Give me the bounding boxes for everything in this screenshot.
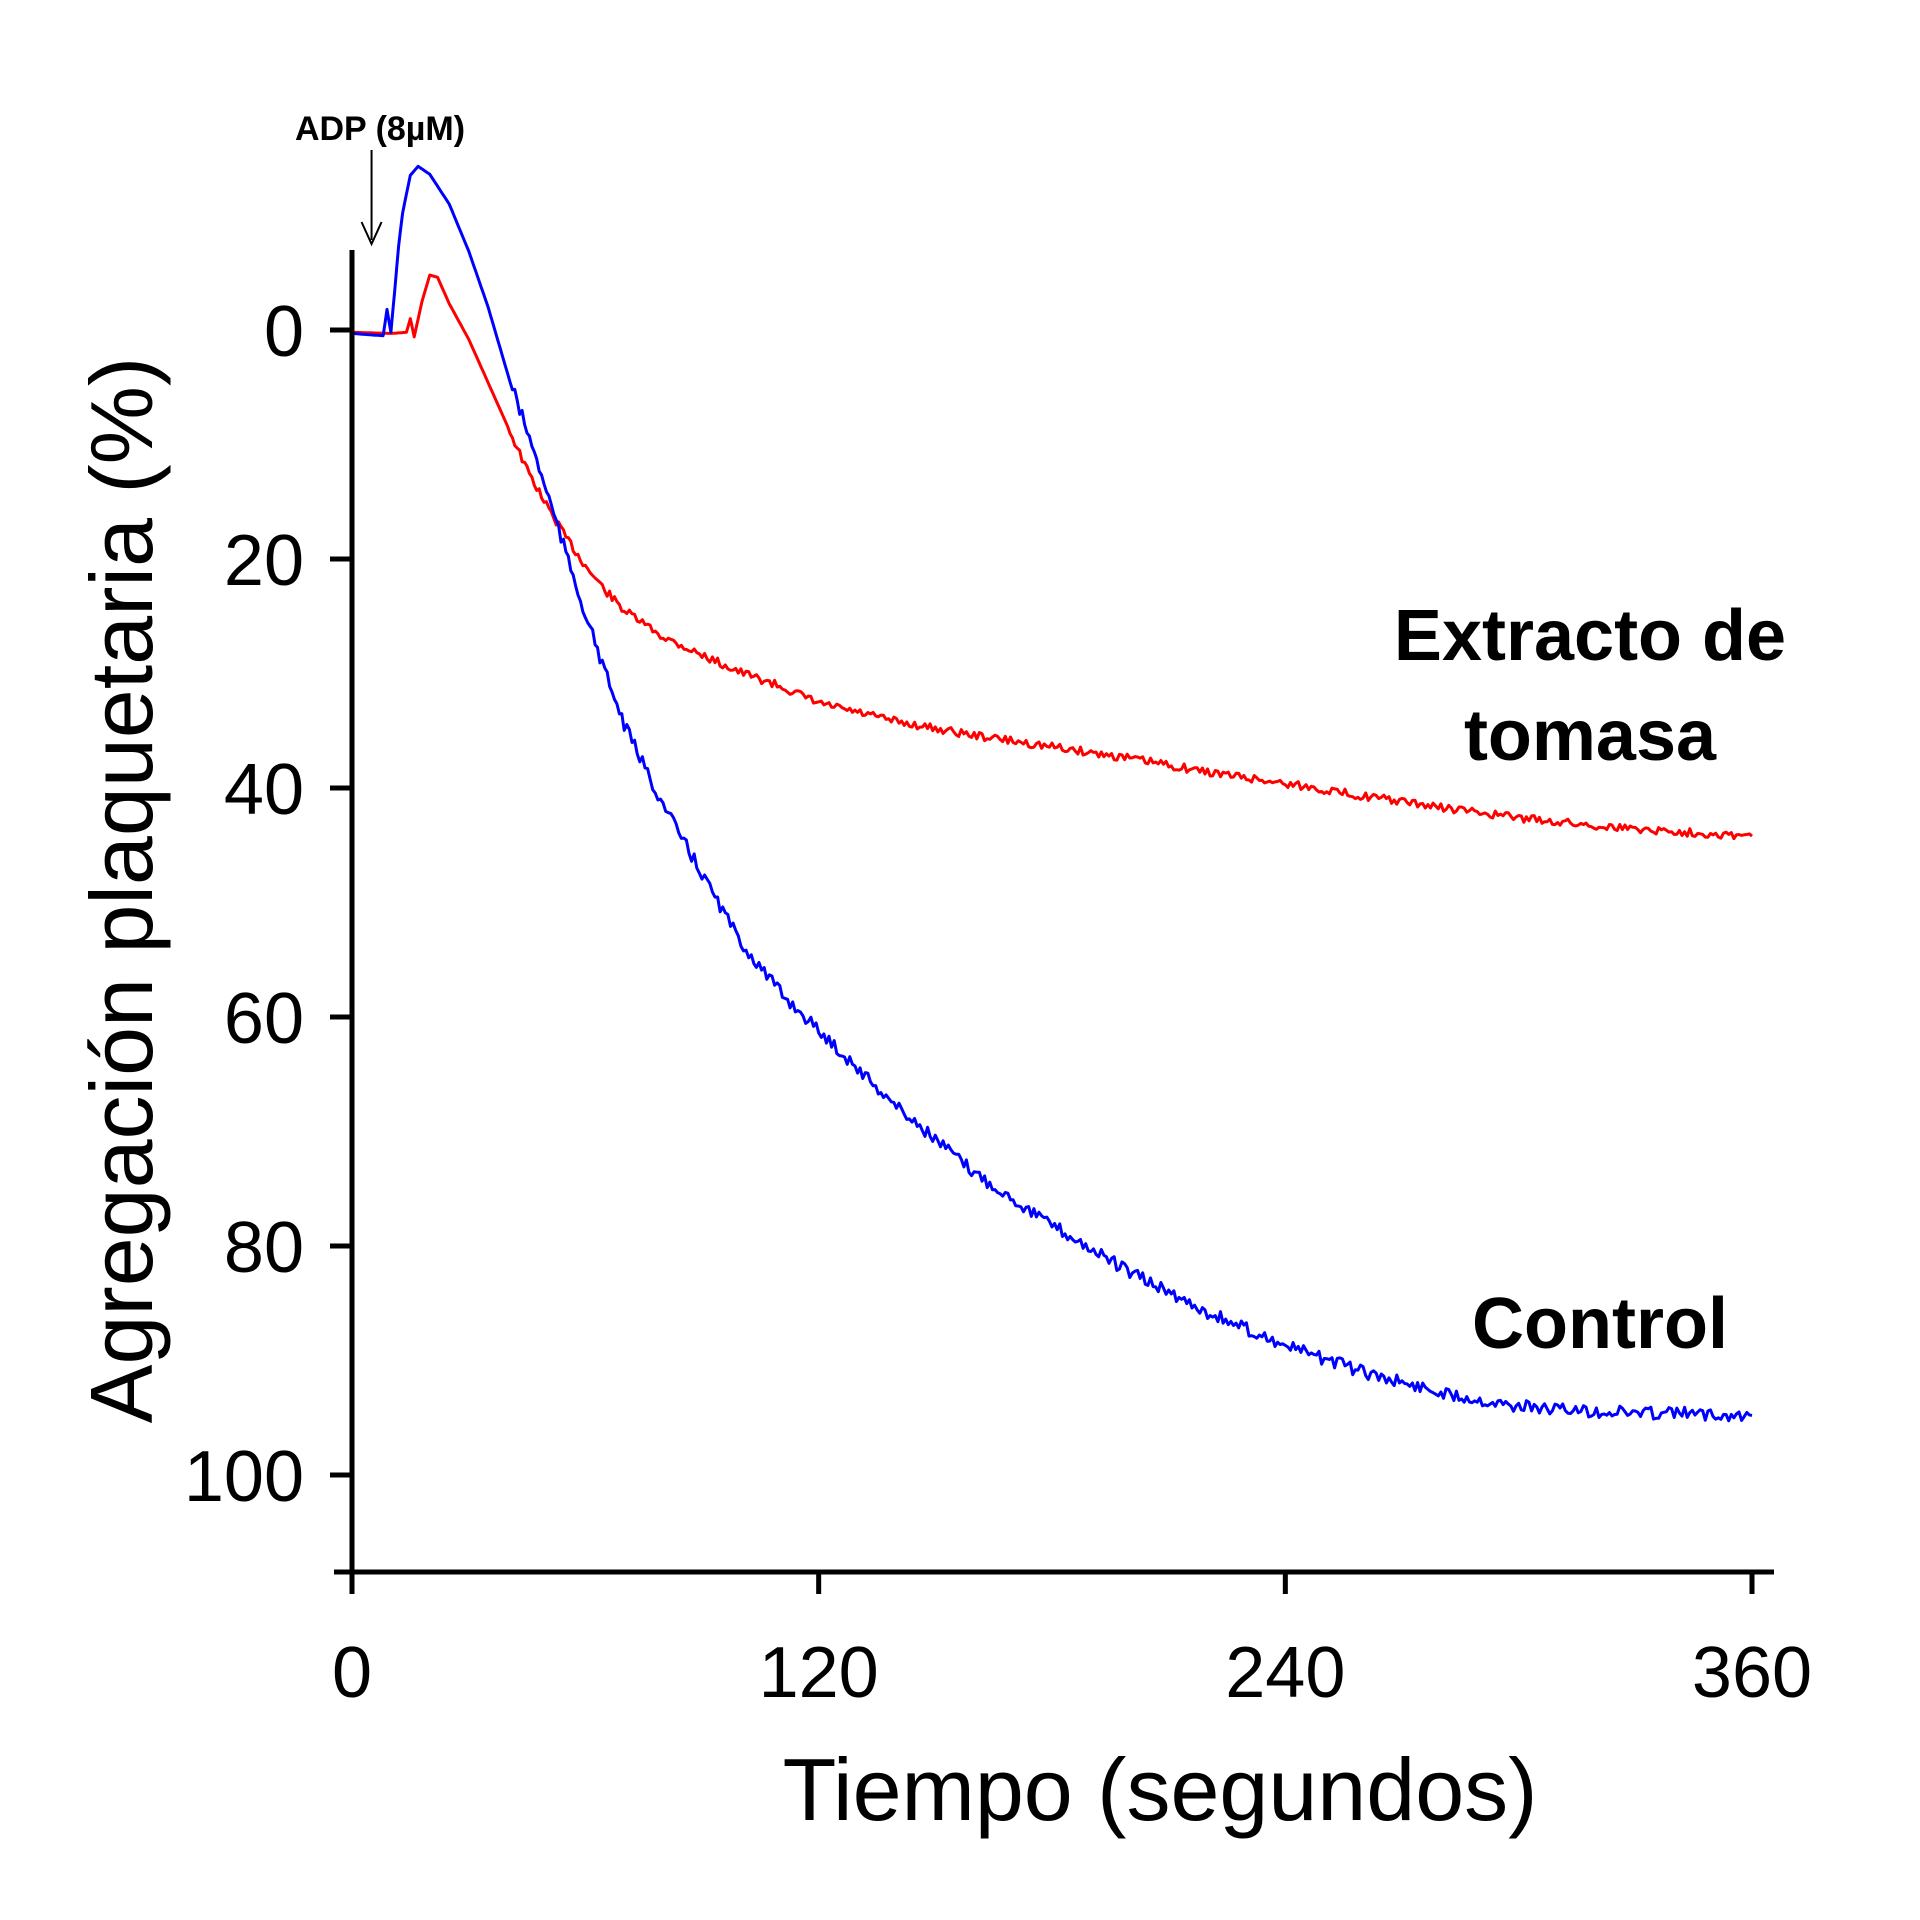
x-tick-label: 360	[1692, 1633, 1812, 1713]
y-axis-title: Agregación plaquetaria (%)	[72, 357, 171, 1423]
x-tick-label: 240	[1225, 1633, 1345, 1713]
annotation-label: ADP (8µM)	[295, 110, 465, 148]
x-axis-title: Tiempo (segundos)	[783, 1740, 1538, 1839]
x-tick-label: 120	[759, 1633, 879, 1713]
series-label-extracto: tomasa	[1464, 696, 1717, 776]
axes-layer: 0 20 40 60 80 100 0 120 240 360	[184, 250, 1812, 1713]
series-line-extracto	[351, 273, 1753, 841]
labels-layer: Tiempo (segundos) Agregación plaquetaria …	[72, 110, 1786, 1839]
series-layer	[351, 164, 1753, 1423]
y-tick-label: 0	[264, 292, 304, 372]
y-tick-label: 60	[224, 979, 304, 1059]
y-tick-label: 40	[224, 750, 304, 830]
x-tick-label: 0	[332, 1633, 372, 1713]
series-label-control: Control	[1472, 1284, 1728, 1364]
y-tick-label: 80	[224, 1208, 304, 1288]
series-label-extracto: Extracto de	[1394, 596, 1786, 676]
series-line-control	[351, 164, 1753, 1423]
y-tick-label: 100	[184, 1437, 304, 1517]
y-tick-label: 20	[224, 521, 304, 601]
annotation-arrowhead	[360, 221, 383, 247]
